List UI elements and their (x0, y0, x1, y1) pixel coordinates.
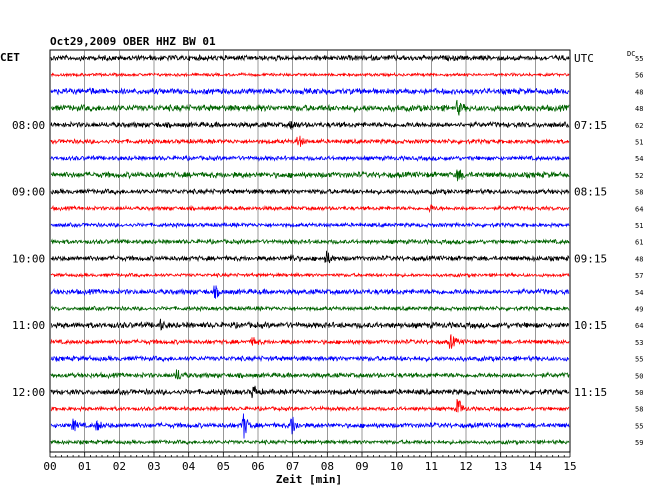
x-tick-label: 14 (529, 460, 543, 473)
trace-group (50, 54, 570, 446)
trace-line (50, 250, 570, 264)
trace-line (50, 318, 570, 331)
chart-title: Oct29,2009 OBER HHZ BW 01 (50, 35, 216, 48)
utc-time-label: 11:15 (574, 386, 607, 399)
utc-time-label: 09:15 (574, 252, 607, 265)
x-tick-label: 03 (147, 460, 160, 473)
dc-value-label: 64 (635, 205, 643, 213)
trace-line (50, 221, 570, 229)
dc-value-label: 54 (635, 289, 643, 297)
trace-line (50, 398, 570, 413)
dc-value-label: 59 (635, 439, 643, 447)
x-tick-label: 04 (182, 460, 196, 473)
trace-line (50, 169, 570, 182)
trace-line (50, 120, 570, 131)
dc-value-label: 51 (635, 222, 643, 230)
trace-line (50, 271, 570, 279)
trace-line (50, 285, 570, 299)
trace-line (50, 71, 570, 78)
utc-time-label: 10:15 (574, 319, 607, 332)
x-tick-label: 13 (494, 460, 507, 473)
x-tick-label: 02 (113, 460, 126, 473)
x-tick-label: 08 (321, 460, 334, 473)
dc-value-label: 64 (635, 322, 643, 330)
x-tick-label: 10 (390, 460, 403, 473)
dc-value-label: 55 (635, 55, 643, 63)
plot-frame (49, 49, 571, 453)
utc-time-label: 08:15 (574, 186, 607, 199)
trace-line (50, 187, 570, 196)
dc-value-label: 56 (635, 72, 643, 80)
dc-value-label: 49 (635, 306, 643, 314)
x-ticks: 00 01 02 03 04 05 06 07 08 09 10 11 12 13 14 15 (43, 452, 577, 473)
dc-value-label: 48 (635, 105, 643, 113)
dc-value-label: 58 (635, 406, 643, 414)
dc-value-label: 50 (635, 389, 643, 397)
trace-line (50, 135, 570, 147)
dc-value-label: 55 (635, 356, 643, 364)
trace-line (50, 54, 570, 62)
dc-value-label: 62 (635, 122, 643, 130)
dc-value-label: 48 (635, 255, 643, 263)
x-tick-label: 01 (78, 460, 91, 473)
x-tick-label: 00 (43, 460, 56, 473)
cet-time-label: 08:00 (12, 119, 45, 132)
x-tick-label: 09 (355, 460, 368, 473)
trace-line (50, 305, 570, 313)
dc-label: DC (627, 50, 635, 58)
x-tick-label: 15 (563, 460, 576, 473)
cet-time-label: 10:00 (12, 252, 45, 265)
trace-line (50, 354, 570, 363)
x-tick-label: 11 (425, 460, 438, 473)
dc-value-label: 51 (635, 139, 643, 147)
dc-value-label: 58 (635, 189, 643, 197)
cet-time-label: 09:00 (12, 186, 45, 199)
x-axis-label: Zeit [min] (276, 473, 342, 486)
trace-line (50, 369, 570, 380)
dc-value-label: 61 (635, 239, 643, 247)
x-tick-label: 06 (251, 460, 264, 473)
trace-line (50, 204, 570, 214)
time-grid (84, 50, 536, 452)
dc-value-label: 48 (635, 88, 643, 96)
dc-value-label: 52 (635, 172, 643, 180)
row-labels: 08:00 09:00 10:00 11:00 12:00 UTC 07:15 08:15 09… (12, 52, 643, 447)
cet-time-label: 12:00 (12, 386, 45, 399)
dc-value-label: 53 (635, 339, 643, 347)
dc-value-label: 57 (635, 272, 643, 280)
x-tick-label: 07 (286, 460, 299, 473)
utc-time-label: 07:15 (574, 119, 607, 132)
trace-line (50, 385, 570, 399)
trace-line (50, 334, 570, 349)
dc-value-label: 55 (635, 422, 643, 430)
trace-line (50, 238, 570, 246)
trace-line (50, 413, 570, 439)
trace-line (50, 438, 570, 446)
utc-time-label: UTC (574, 52, 594, 65)
trace-line (50, 154, 570, 162)
left-axis-label: CET (0, 51, 20, 64)
trace-line (50, 99, 570, 116)
dc-value-label: 54 (635, 155, 643, 163)
trace-line (50, 87, 570, 97)
cet-time-label: 11:00 (12, 319, 45, 332)
x-tick-label: 12 (459, 460, 472, 473)
x-tick-label: 05 (217, 460, 230, 473)
dc-value-label: 50 (635, 372, 643, 380)
